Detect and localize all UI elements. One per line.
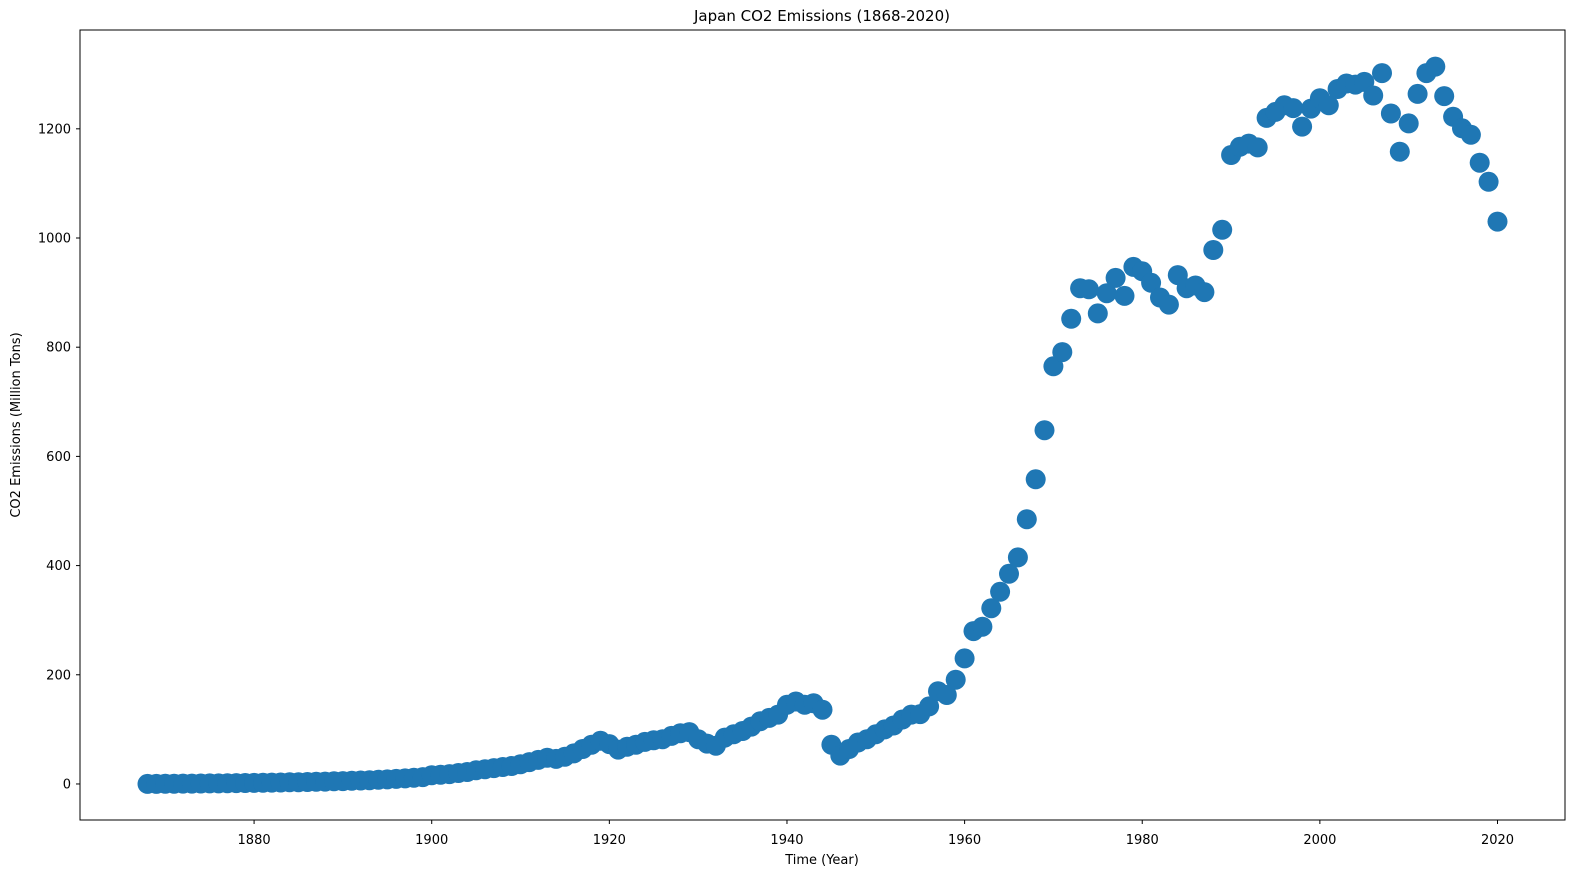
data-point (1007, 547, 1028, 568)
data-point (1078, 279, 1099, 300)
data-point (1247, 137, 1268, 158)
x-tick-label: 1940 (770, 833, 803, 848)
data-point (1105, 267, 1126, 288)
data-point (1380, 103, 1401, 124)
y-tick-label: 800 (46, 341, 71, 356)
data-point (1141, 272, 1162, 293)
y-tick-label: 1200 (38, 122, 71, 137)
y-tick-label: 1000 (38, 232, 71, 247)
data-point (972, 616, 993, 637)
y-axis-label: CO2 Emissions (Million Tons) (9, 332, 24, 517)
x-tick-label: 2020 (1481, 833, 1514, 848)
data-point (945, 669, 966, 690)
data-point (1114, 285, 1135, 306)
data-point (1318, 95, 1339, 116)
x-tick-label: 1900 (415, 833, 448, 848)
x-tick-label: 1960 (948, 833, 981, 848)
data-point (1061, 308, 1082, 329)
data-point (1389, 141, 1410, 162)
plot-border (79, 29, 1566, 821)
data-point (812, 699, 833, 720)
data-point (954, 648, 975, 669)
data-point (1425, 56, 1446, 77)
data-point (1469, 152, 1490, 173)
x-tick-label: 1980 (1126, 833, 1159, 848)
data-point (1398, 113, 1419, 134)
data-point (919, 696, 940, 717)
data-point (1283, 98, 1304, 119)
x-tick-label: 1880 (238, 833, 271, 848)
data-point (1016, 509, 1037, 530)
data-point (1478, 171, 1499, 192)
plot-area: 1880 1900 1920 1940 1960 1980 2000 2020 0 200 400 6… (38, 29, 1566, 848)
data-point (1194, 282, 1215, 303)
y-tick-label: 0 (63, 777, 71, 792)
data-point (1212, 219, 1233, 240)
data-point (981, 598, 1002, 619)
data-point (990, 581, 1011, 602)
data-point (1087, 303, 1108, 324)
data-point (1460, 124, 1481, 145)
data-point (1052, 342, 1073, 363)
data-point (1203, 240, 1224, 260)
y-tick-label: 600 (46, 450, 71, 465)
chart-title: Japan CO2 Emissions (1868-2020) (693, 7, 950, 25)
data-point (1372, 63, 1392, 84)
x-tick-label: 1920 (593, 833, 626, 848)
data-point (1487, 211, 1508, 232)
data-point (1363, 85, 1384, 106)
data-point (1034, 420, 1055, 441)
data-point (936, 685, 957, 705)
data-point (1096, 283, 1117, 304)
y-tick-label: 400 (46, 559, 71, 574)
data-point (1158, 294, 1179, 315)
data-point (1434, 86, 1455, 107)
data-point (1025, 469, 1046, 490)
data-point (999, 563, 1019, 584)
x-axis-label: Time (Year) (784, 853, 859, 868)
data-point (1292, 116, 1313, 137)
data-point (1407, 83, 1428, 104)
x-tick-label: 2000 (1303, 833, 1336, 848)
y-tick-label: 200 (46, 668, 71, 683)
